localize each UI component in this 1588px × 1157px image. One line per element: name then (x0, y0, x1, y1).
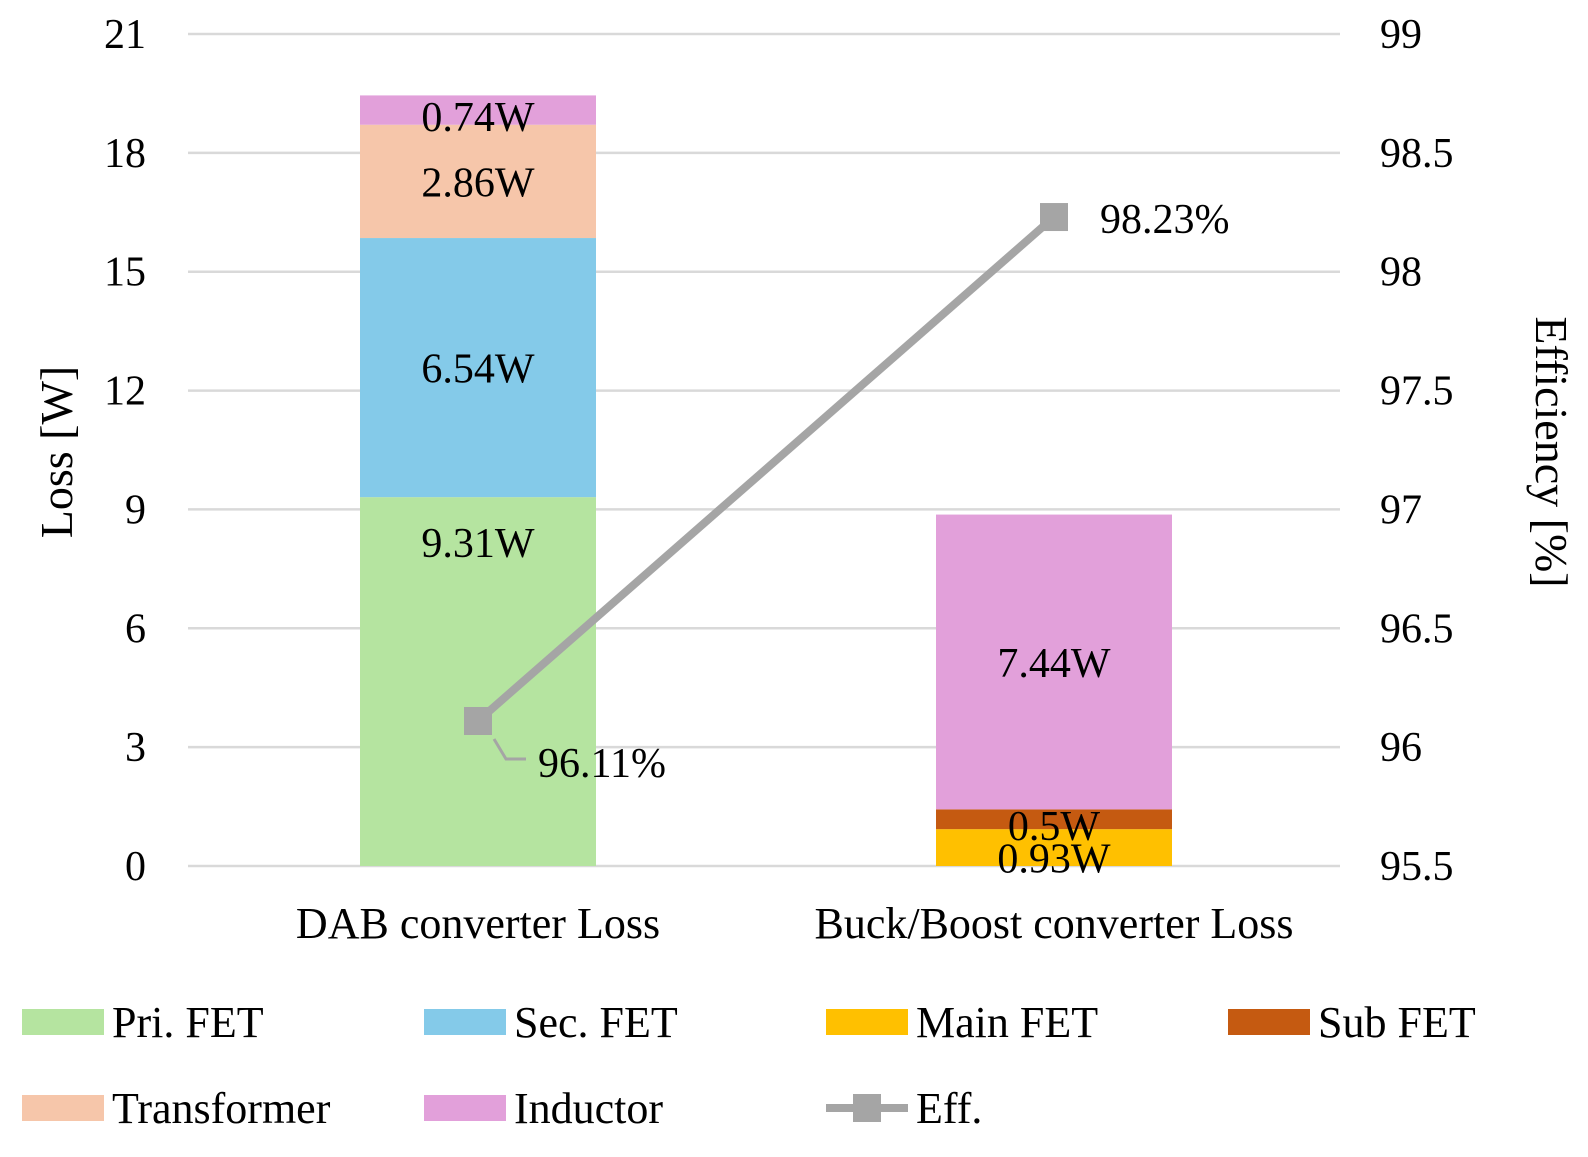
right-tick-label: 98 (1380, 250, 1422, 296)
legend-label: Sub FET (1318, 998, 1476, 1047)
bar-segment-inductor (936, 514, 1172, 810)
legend-label: Inductor (514, 1084, 663, 1133)
stacked-bars (360, 95, 1172, 866)
left-axis-ticks: 0 3 6 9 12 15 18 21 (104, 12, 146, 890)
left-tick-label: 21 (104, 12, 146, 58)
left-tick-label: 18 (104, 131, 146, 177)
right-axis-ticks: 95.5 96 96.5 97 97.5 98 98.5 99 (1380, 12, 1454, 890)
data-label: 7.44W (997, 641, 1111, 687)
left-tick-label: 0 (125, 844, 146, 890)
legend-swatch (424, 1009, 506, 1035)
legend-swatch (826, 1009, 908, 1035)
data-label: 6.54W (421, 347, 535, 393)
bar-segment-transformer (360, 124, 596, 239)
data-label: 2.86W (421, 160, 535, 206)
legend-swatch (22, 1095, 104, 1121)
bar-segment-sub-fet (936, 809, 1172, 830)
left-tick-label: 12 (104, 369, 146, 415)
right-tick-label: 99 (1380, 12, 1422, 58)
data-label: 0.74W (421, 95, 535, 141)
efficiency-marker (464, 706, 492, 735)
legend-label: Eff. (916, 1084, 982, 1133)
legend-swatch (1228, 1009, 1310, 1035)
efficiency-line: 96.11% 98.23% (464, 197, 1230, 787)
category-labels: DAB converter Loss Buck/Boost converter L… (296, 899, 1294, 948)
bar-segment-sec-fet (360, 238, 596, 498)
data-label: 0.93W (997, 837, 1111, 883)
bar-segment-main-fet (936, 829, 1172, 866)
efficiency-line-path (475, 214, 1057, 725)
efficiency-leader-line (492, 738, 526, 761)
right-tick-label: 97.5 (1380, 369, 1454, 415)
legend-label: Sec. FET (514, 998, 678, 1047)
efficiency-label: 96.11% (538, 741, 666, 787)
legend-swatch (424, 1095, 506, 1121)
left-axis-title: Loss [W] (31, 366, 82, 538)
legend-marker-swatch (853, 1094, 881, 1122)
legend-label: Pri. FET (112, 998, 264, 1047)
left-tick-label: 9 (125, 487, 146, 533)
left-tick-label: 6 (125, 606, 146, 652)
category-label: Buck/Boost converter Loss (814, 899, 1293, 948)
category-label: DAB converter Loss (296, 899, 660, 948)
data-label: 0.5W (1008, 804, 1101, 850)
legend-label: Main FET (916, 998, 1098, 1047)
legend: Pri. FET Sec. FET Main FET Sub FET Transform… (22, 998, 1476, 1133)
right-tick-label: 97 (1380, 487, 1422, 533)
data-label: 9.31W (421, 521, 535, 567)
bar-segment-pri-fet (360, 497, 596, 866)
bar-segment-inductor (360, 95, 596, 125)
right-tick-label: 95.5 (1380, 844, 1454, 890)
right-tick-label: 96 (1380, 725, 1422, 771)
efficiency-marker (1040, 203, 1068, 232)
legend-label: Transformer (112, 1084, 331, 1133)
left-tick-label: 15 (104, 250, 146, 296)
left-tick-label: 3 (125, 725, 146, 771)
legend-swatch (22, 1009, 104, 1035)
efficiency-label: 98.23% (1100, 197, 1230, 243)
right-tick-label: 98.5 (1380, 131, 1454, 177)
right-tick-label: 96.5 (1380, 606, 1454, 652)
right-axis-title: Efficiency [%] (1526, 316, 1577, 587)
